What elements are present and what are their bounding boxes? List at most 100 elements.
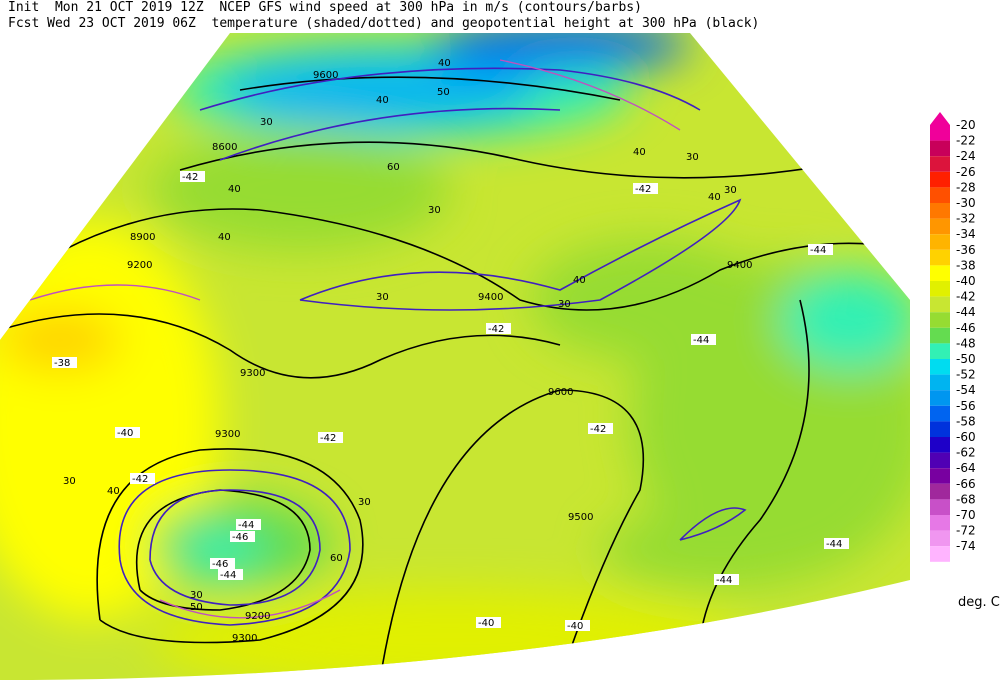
map-label: 40 (708, 192, 721, 203)
map-label: 40 (107, 486, 120, 497)
legend-swatch (930, 171, 950, 188)
map-label: 30 (724, 185, 737, 196)
legend-label: -70 (956, 508, 976, 522)
map-label: 9200 (127, 260, 152, 271)
legend-swatch (930, 374, 950, 391)
map-label: 9200 (245, 611, 270, 622)
legend-label: -56 (956, 399, 976, 413)
map-label: 40 (573, 275, 586, 286)
map-label: 9500 (568, 512, 593, 523)
map-label: 40 (633, 147, 646, 158)
legend-label: -62 (956, 446, 976, 460)
map-label: -38 (54, 358, 70, 369)
map-label: 30 (190, 590, 203, 601)
legend-label: -20 (956, 118, 976, 132)
legend-swatch (930, 421, 950, 437)
legend-label: -48 (956, 336, 976, 350)
legend-swatch (930, 125, 950, 141)
legend-swatch (930, 249, 950, 266)
map-label: 9400 (478, 292, 503, 303)
map-label: 9600 (313, 70, 338, 81)
map-label: -44 (220, 570, 236, 581)
label-box (318, 432, 343, 443)
map-label: 9400 (727, 260, 752, 271)
map-label: -44 (238, 520, 254, 531)
map-label: -44 (693, 335, 709, 346)
legend-swatch (930, 234, 950, 250)
map-label: 30 (358, 497, 371, 508)
legend-swatch (930, 468, 950, 484)
map-label: 60 (330, 553, 343, 564)
legend-label: -26 (956, 165, 976, 179)
legend-swatch (930, 312, 950, 328)
label-box (130, 473, 155, 484)
map-label: 8600 (212, 142, 237, 153)
label-box (230, 531, 255, 542)
label-box (52, 357, 77, 368)
legend-label: -60 (956, 430, 976, 444)
map-label: 40 (438, 58, 451, 69)
legend-label: -28 (956, 180, 976, 194)
map-label: 30 (428, 205, 441, 216)
legend-swatch (930, 281, 950, 297)
map-label: -40 (478, 618, 494, 629)
label-box (824, 538, 849, 549)
legend-label: -32 (956, 212, 976, 226)
legend-swatch (930, 218, 950, 235)
map-label: -44 (826, 539, 842, 550)
map-label: 30 (376, 292, 389, 303)
map-label: -44 (810, 245, 826, 256)
legend-label: -74 (956, 539, 976, 553)
legend-swatch (930, 437, 950, 453)
map-label: 60 (387, 162, 400, 173)
header-init: Init Mon 21 OCT 2019 12Z NCEP GFS wind s… (8, 0, 642, 15)
label-box (236, 519, 261, 530)
legend-swatch (930, 546, 950, 562)
map-label: 8900 (130, 232, 155, 243)
map-label: 9300 (240, 368, 265, 379)
legend-label: -30 (956, 196, 976, 210)
map-label: 40 (228, 184, 241, 195)
map-label: -42 (182, 172, 198, 183)
legend-label: -22 (956, 134, 976, 148)
legend-swatch (930, 140, 950, 157)
legend-unit: deg. C (958, 595, 1000, 610)
legend-label: -44 (956, 305, 976, 319)
legend-label: -58 (956, 414, 976, 428)
map-label: -46 (232, 532, 248, 543)
legend-swatch (930, 265, 950, 281)
legend-swatch (930, 452, 950, 469)
legend-swatch (930, 499, 950, 515)
map-label: -42 (320, 433, 336, 444)
label-box (486, 323, 511, 334)
legend-label: -54 (956, 383, 976, 397)
label-box (633, 183, 658, 194)
map-label: -42 (590, 424, 606, 435)
legend-label: -72 (956, 524, 976, 538)
label-box (808, 244, 833, 255)
legend-swatch (930, 156, 950, 172)
map-label: -46 (212, 559, 228, 570)
legend-label: -40 (956, 274, 976, 288)
label-box (691, 334, 716, 345)
legend-label: -66 (956, 477, 976, 491)
legend-swatch (930, 405, 950, 422)
map-label: 9600 (548, 387, 573, 398)
map-label: 50 (190, 602, 203, 613)
label-box (714, 574, 739, 585)
legend-swatch (930, 203, 950, 219)
map-label: -42 (132, 474, 148, 485)
legend-swatch (930, 390, 950, 406)
label-box (115, 427, 140, 438)
label-box (180, 171, 205, 182)
map-label: 30 (558, 299, 571, 310)
legend-swatch (930, 530, 950, 547)
legend-label: -34 (956, 227, 976, 241)
legend-label: -46 (956, 321, 976, 335)
legend-label: -42 (956, 290, 976, 304)
map-label: -44 (716, 575, 732, 586)
map-label: 30 (686, 152, 699, 163)
legend-label: -24 (956, 149, 976, 163)
map-label: 50 (437, 87, 450, 98)
